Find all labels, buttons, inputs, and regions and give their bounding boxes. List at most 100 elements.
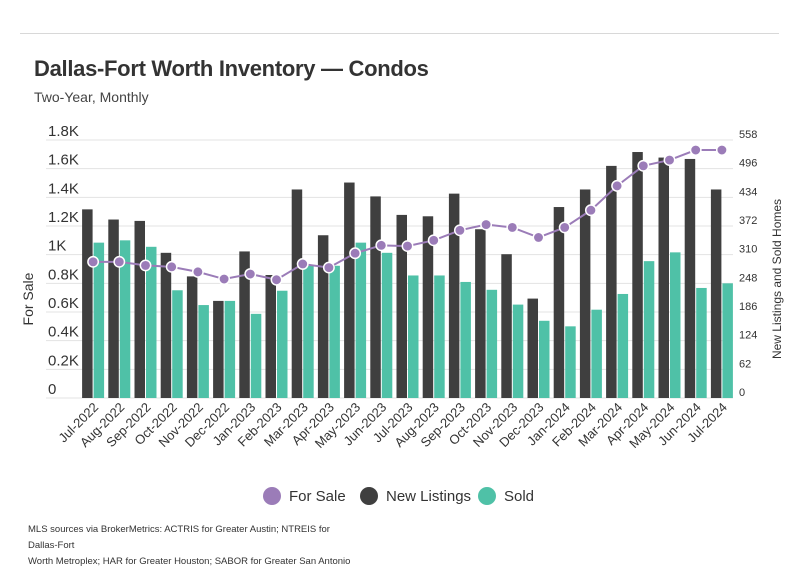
legend-swatch	[263, 487, 281, 505]
legend-label: Sold	[504, 488, 534, 505]
bar-sold	[224, 300, 236, 398]
point-for-sale	[689, 144, 702, 156]
bar-new-listings	[186, 276, 198, 398]
y2-tick-label: 62	[739, 358, 751, 370]
line-for-sale	[93, 149, 722, 281]
bar-sold	[643, 261, 655, 398]
point-for-sale	[611, 179, 624, 192]
chart-frame	[20, 33, 779, 562]
bar-sold	[119, 240, 131, 398]
y-tick-label: 0	[48, 381, 56, 398]
bar-new-listings	[265, 275, 276, 398]
bar-new-listings	[710, 189, 722, 398]
point-for-sale	[296, 258, 309, 270]
bar-sold	[303, 265, 314, 398]
bar-sold	[696, 287, 707, 398]
y-tick-label: 0.4K	[48, 324, 79, 341]
point-for-sale	[427, 234, 440, 247]
y2-tick-label: 496	[739, 158, 757, 170]
point-for-sale	[139, 259, 152, 272]
bar-new-listings	[632, 152, 643, 398]
y2-tick-label: 558	[739, 129, 757, 141]
bar-sold	[670, 252, 681, 398]
legend-swatch	[478, 487, 496, 505]
bar-sold	[198, 305, 209, 398]
y-tick-label: 1.4K	[48, 180, 79, 197]
y-tick-label: 1.8K	[48, 123, 79, 140]
bar-new-listings	[658, 157, 669, 398]
point-for-sale	[453, 224, 466, 237]
bar-new-listings	[134, 220, 145, 398]
legend-label: New Listings	[386, 488, 471, 505]
point-for-sale	[87, 255, 100, 268]
bar-new-listings	[579, 189, 591, 398]
bar-sold	[408, 275, 419, 398]
point-for-sale	[532, 231, 545, 244]
y2-tick-label: 0	[739, 387, 745, 399]
bar-new-listings	[684, 158, 696, 398]
bar-sold	[172, 290, 183, 398]
legend-label: For Sale	[289, 488, 346, 505]
bar-sold	[355, 242, 367, 398]
bar-sold	[146, 246, 157, 398]
point-for-sale	[558, 221, 571, 234]
point-for-sale	[401, 240, 414, 253]
point-for-sale	[480, 218, 493, 231]
point-for-sale	[113, 255, 126, 268]
point-for-sale	[244, 268, 257, 280]
y-tick-label: 1.6K	[48, 152, 79, 169]
point-for-sale	[165, 260, 178, 273]
bar-sold	[381, 252, 393, 398]
y-tick-label: 0.8K	[48, 266, 79, 283]
point-for-sale	[663, 154, 676, 167]
y2-tick-label: 310	[739, 244, 757, 256]
point-for-sale	[191, 265, 204, 278]
bar-sold	[512, 304, 524, 398]
source-line-1: MLS sources via BrokerMetrics: ACTRIS fo…	[28, 524, 330, 551]
point-for-sale	[637, 159, 650, 172]
legend-swatch	[360, 487, 378, 505]
bar-new-listings	[160, 252, 172, 398]
bar-sold	[460, 281, 471, 398]
y2-tick-label: 186	[739, 301, 757, 313]
bar-sold	[722, 283, 733, 398]
bar-new-listings	[501, 254, 512, 398]
bar-sold	[591, 309, 602, 398]
y2-tick-label: 248	[739, 272, 757, 284]
bar-new-listings	[317, 235, 329, 398]
bar-sold	[565, 326, 576, 398]
point-for-sale	[715, 144, 728, 156]
y-tick-label: 1K	[48, 238, 66, 255]
bar-new-listings	[553, 207, 565, 398]
source-footnote: MLS sources via BrokerMetrics: ACTRIS fo…	[28, 522, 358, 570]
bar-new-listings	[606, 165, 617, 398]
y2-tick-label: 124	[739, 330, 757, 342]
bar-new-listings	[396, 214, 407, 398]
bar-sold	[617, 293, 629, 398]
bar-new-listings	[527, 298, 538, 398]
y2-axis-title: New Listings and Sold Homes	[770, 199, 784, 359]
bar-sold	[329, 265, 340, 398]
point-for-sale	[584, 204, 597, 217]
bar-new-listings	[422, 216, 434, 398]
y-tick-label: 1.2K	[48, 209, 79, 226]
bar-sold	[93, 242, 105, 398]
bar-new-listings	[239, 251, 250, 398]
y2-tick-label: 434	[739, 186, 757, 198]
y-axis-title: For Sale	[20, 272, 36, 325]
bar-sold	[434, 275, 445, 398]
bar-sold	[250, 313, 262, 398]
source-line-2: Worth Metroplex; HAR for Greater Houston…	[28, 556, 351, 567]
point-for-sale	[375, 239, 388, 252]
bar-new-listings	[370, 196, 381, 398]
bar-sold	[486, 289, 498, 398]
bar-new-listings	[448, 193, 460, 398]
bar-new-listings	[82, 209, 93, 398]
bar-new-listings	[108, 219, 119, 398]
bar-new-listings	[344, 182, 355, 398]
y-tick-label: 0.2K	[48, 352, 79, 369]
bar-sold	[539, 320, 550, 398]
chart-subtitle: Two-Year, Monthly	[34, 89, 149, 105]
point-for-sale	[349, 247, 362, 260]
